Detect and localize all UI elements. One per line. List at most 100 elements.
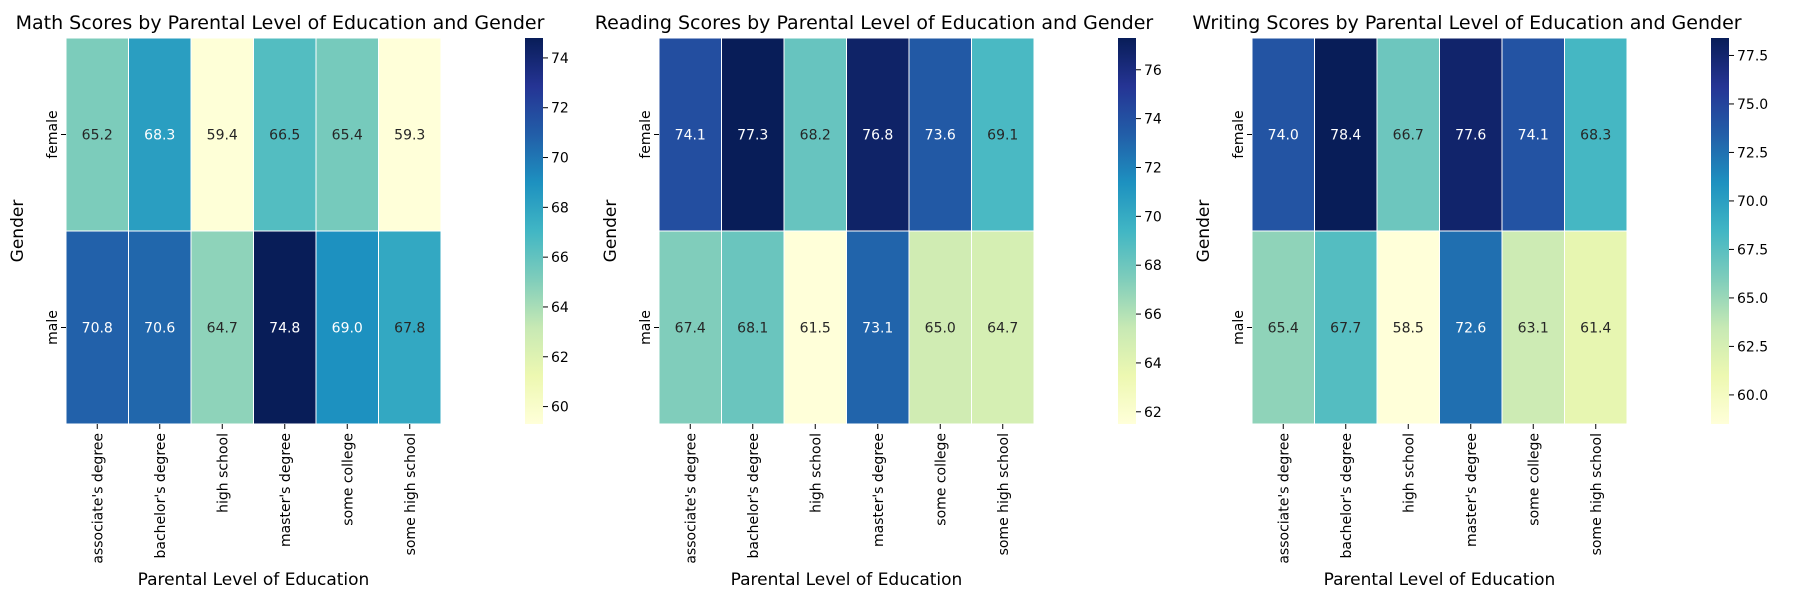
- y-tick-label: male: [638, 310, 654, 345]
- colorbar: [1118, 38, 1136, 424]
- colorbar-tick-label: 66: [1144, 307, 1162, 323]
- heatmap-cell-female-high-school: [783, 37, 847, 232]
- cell-value-label: 70.8: [82, 321, 113, 337]
- y-axis-label: Gender: [601, 200, 621, 263]
- cell-value-label: 66.7: [1393, 128, 1424, 144]
- heatmap-cell-female-some-high-school: [378, 37, 442, 232]
- colorbar-tick-label: 76: [1144, 63, 1162, 79]
- heatmap-cell-female-bachelor-s-degree: [721, 37, 785, 232]
- x-tick-label: bachelor's degree: [746, 433, 762, 559]
- cell-value-label: 74.0: [1268, 128, 1299, 144]
- y-tick-label: female: [1231, 110, 1247, 158]
- x-tick-label: bachelor's degree: [153, 433, 169, 559]
- cell-value-label: 74.1: [675, 128, 706, 144]
- colorbar-tick-label: 66: [551, 250, 569, 266]
- cell-value-label: 77.3: [737, 128, 768, 144]
- heatmap-cell-female-associate-s-degree: [1251, 37, 1315, 232]
- heatmap-cell-male-some-high-school: [971, 230, 1035, 425]
- x-axis-label: Parental Level of Education: [138, 570, 370, 590]
- x-tick-label: associate's degree: [90, 433, 106, 564]
- colorbar-tick-label: 72.5: [1737, 145, 1768, 161]
- heatmap-cell-female-master-s-degree: [1439, 37, 1503, 232]
- cell-value-label: 77.6: [1455, 128, 1486, 144]
- x-tick-label: some college: [933, 433, 949, 526]
- cell-value-label: 74.1: [1518, 128, 1549, 144]
- heatmap-panel-2: Reading Scores by Parental Level of Educ…: [595, 12, 1162, 590]
- colorbar-tick-label: 64: [551, 300, 569, 316]
- heatmap-cell-female-bachelor-s-degree: [1314, 37, 1378, 232]
- cell-value-label: 68.2: [800, 128, 831, 144]
- x-tick-label: high school: [215, 433, 231, 513]
- y-tick-label: female: [45, 110, 61, 158]
- heatmap-cell-male-associate-s-degree: [658, 230, 722, 425]
- cell-value-label: 68.3: [144, 128, 175, 144]
- cell-value-label: 70.6: [144, 321, 175, 337]
- cell-value-label: 74.8: [269, 321, 300, 337]
- heatmap-cell-female-associate-s-degree: [658, 37, 722, 232]
- cell-value-label: 66.5: [269, 128, 300, 144]
- heatmap-cell-female-bachelor-s-degree: [128, 37, 192, 232]
- cell-value-label: 61.4: [1580, 321, 1611, 337]
- x-tick-label: some college: [340, 433, 356, 526]
- x-tick-label: high school: [1401, 433, 1417, 513]
- y-axis-label: Gender: [8, 200, 28, 263]
- y-tick-label: male: [45, 310, 61, 345]
- heatmap-cell-male-some-high-school: [378, 230, 442, 425]
- heatmap-cell-female-master-s-degree: [846, 37, 910, 232]
- cell-value-label: 64.7: [207, 321, 238, 337]
- cell-value-label: 59.4: [207, 128, 238, 144]
- x-tick-label: master's degree: [278, 433, 294, 547]
- colorbar-tick-label: 74: [1144, 112, 1162, 128]
- colorbar-tick-label: 60: [551, 400, 569, 416]
- cell-value-label: 72.6: [1455, 321, 1486, 337]
- colorbar-tick-label: 75.0: [1737, 97, 1768, 113]
- cell-value-label: 67.4: [675, 321, 706, 337]
- cell-value-label: 69.0: [332, 321, 363, 337]
- cell-value-label: 58.5: [1393, 321, 1424, 337]
- x-tick-label: some high school: [996, 433, 1012, 555]
- x-tick-label: bachelor's degree: [1339, 433, 1355, 559]
- colorbar-tick-label: 62: [1144, 405, 1162, 421]
- cell-value-label: 64.7: [987, 321, 1018, 337]
- heatmap-cell-male-bachelor-s-degree: [128, 230, 192, 425]
- heatmap-cell-female-some-college: [1501, 37, 1565, 232]
- cell-value-label: 73.1: [862, 321, 893, 337]
- cell-value-label: 59.3: [394, 128, 425, 144]
- x-axis-label: Parental Level of Education: [731, 570, 963, 590]
- x-axis-label: Parental Level of Education: [1324, 570, 1556, 590]
- colorbar-tick-label: 68: [551, 200, 569, 216]
- colorbar-tick-label: 65.0: [1737, 291, 1768, 307]
- colorbar-tick-label: 67.5: [1737, 242, 1768, 258]
- heatmap-cell-female-high-school: [190, 37, 254, 232]
- heatmap-cell-female-some-high-school: [1564, 37, 1628, 232]
- cell-value-label: 78.4: [1330, 128, 1361, 144]
- heatmap-cell-female-some-college: [315, 37, 379, 232]
- colorbar-tick-label: 68: [1144, 258, 1162, 274]
- chart-title: Writing Scores by Parental Level of Educ…: [1192, 12, 1741, 34]
- heatmap-cell-female-high-school: [1376, 37, 1440, 232]
- cell-value-label: 67.8: [394, 321, 425, 337]
- cell-value-label: 65.4: [332, 128, 363, 144]
- cell-value-label: 65.4: [1268, 321, 1299, 337]
- heatmap-cell-male-some-high-school: [1564, 230, 1628, 425]
- colorbar-tick-label: 74: [551, 51, 569, 67]
- colorbar-tick-label: 70: [1144, 209, 1162, 225]
- cell-value-label: 65.0: [925, 321, 956, 337]
- cell-value-label: 68.3: [1580, 128, 1611, 144]
- heatmap-cell-male-master-s-degree: [846, 230, 910, 425]
- x-tick-label: associate's degree: [1276, 433, 1292, 564]
- x-tick-label: high school: [808, 433, 824, 513]
- heatmap-panel-3: Writing Scores by Parental Level of Educ…: [1192, 12, 1768, 590]
- heatmap-cell-male-some-college: [908, 230, 972, 425]
- colorbar-tick-label: 72: [551, 101, 569, 117]
- heatmap-cell-female-some-high-school: [971, 37, 1035, 232]
- colorbar-tick-label: 62.5: [1737, 339, 1768, 355]
- heatmap-cell-female-associate-s-degree: [65, 37, 129, 232]
- heatmap-panel-1: Math Scores by Parental Level of Educati…: [8, 12, 569, 590]
- cell-value-label: 68.1: [737, 321, 768, 337]
- heatmap-cell-male-bachelor-s-degree: [721, 230, 785, 425]
- heatmap-cell-female-master-s-degree: [253, 37, 317, 232]
- colorbar-tick-label: 72: [1144, 160, 1162, 176]
- heatmap-cell-male-associate-s-degree: [1251, 230, 1315, 425]
